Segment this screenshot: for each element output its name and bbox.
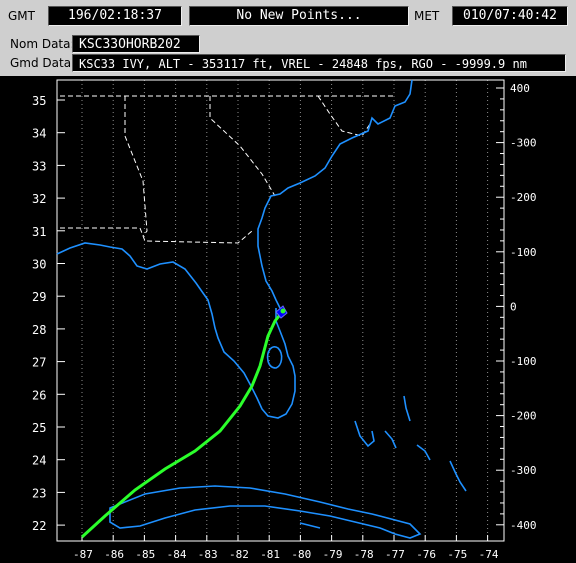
lat-label: 29 [32, 290, 46, 304]
range-label: -100 [510, 355, 537, 368]
lat-label: 31 [32, 225, 46, 239]
lat-label: 27 [32, 356, 46, 370]
range-label: -300 [510, 464, 537, 477]
lat-label: 35 [32, 94, 46, 108]
lat-label: 33 [32, 159, 46, 173]
lat-label: 26 [32, 388, 46, 402]
met-label: MET [414, 9, 440, 23]
lat-label: 23 [32, 486, 46, 500]
range-label: -300 [510, 137, 537, 150]
lon-label: -80 [291, 548, 311, 561]
nom-data-field: KSC33OHORB202 [72, 35, 200, 53]
grid-lines [81, 80, 489, 541]
range-labels: 400 -300 -200 -100 0 -100 -200 -300 -400 [510, 82, 537, 532]
coastlines [56, 79, 467, 539]
lon-label: -84 [167, 548, 187, 561]
lon-label: -83 [198, 548, 218, 561]
gmt-field: 196/02:18:37 [48, 6, 182, 26]
gmd-data-label: Gmd Data: [10, 56, 76, 70]
lat-label: 25 [32, 421, 46, 435]
landing-site-marker [275, 305, 288, 319]
lat-label: 34 [32, 127, 46, 141]
longitude-labels: -87 -86 -85 -84 -83 -82 -81 -80 -79 -78 -77 -76 -75-… [73, 548, 499, 561]
range-label: 400 [510, 82, 530, 95]
lon-label: -87 [73, 548, 93, 561]
range-label: -100 [510, 246, 537, 259]
lat-label: 24 [32, 454, 46, 468]
lon-label: -74 [479, 548, 499, 561]
gmd-data-field: KSC33 IVY, ALT - 353117 ft, VREL - 24848… [72, 54, 566, 72]
lon-label: -81 [260, 548, 280, 561]
lon-label: -78 [354, 548, 374, 561]
axis-ticks [57, 87, 504, 541]
latitude-labels: 35 34 33 32 31 30 29 28 27 26 25 24 23 22 [32, 94, 46, 533]
lat-label: 30 [32, 258, 46, 272]
range-label: 0 [510, 300, 517, 313]
gmt-label: GMT [8, 9, 35, 23]
lon-label: -77 [385, 548, 405, 561]
range-label: -200 [510, 191, 537, 204]
range-label: -400 [510, 519, 537, 532]
lon-label: -86 [104, 548, 124, 561]
lon-label: -85 [135, 548, 155, 561]
nom-data-label: Nom Data: [10, 37, 75, 51]
range-label: -200 [510, 410, 537, 423]
ground-track-line [80, 310, 285, 539]
header-panel: GMT 196/02:18:37 No New Points... MET 01… [0, 0, 576, 76]
status-field: No New Points... [189, 6, 409, 26]
lat-label: 32 [32, 192, 46, 206]
lon-label: -76 [416, 548, 436, 561]
lon-label: -75 [447, 548, 467, 561]
lat-label: 28 [32, 323, 46, 337]
met-field: 010/07:40:42 [452, 6, 568, 26]
map-frame [56, 79, 505, 542]
lon-label: -79 [323, 548, 343, 561]
state-borders [60, 95, 395, 244]
lon-label: -82 [229, 548, 249, 561]
lat-label: 22 [32, 519, 46, 533]
